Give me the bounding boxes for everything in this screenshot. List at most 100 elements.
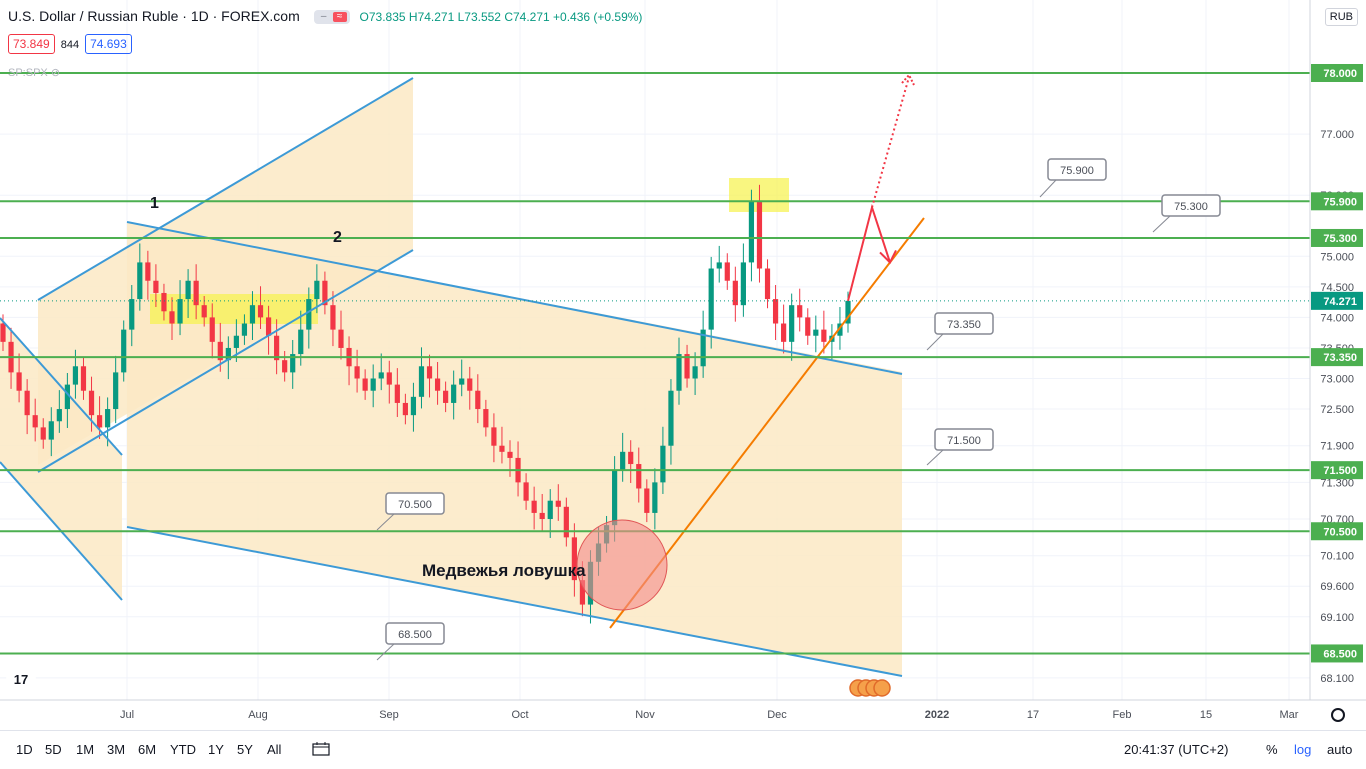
candle-body [628, 451, 634, 465]
tradingview-logo[interactable]: 17 [6, 666, 36, 694]
candle-body [684, 354, 690, 379]
candle-body [555, 500, 561, 507]
spread-value: 844 [60, 39, 80, 51]
candle-body [700, 329, 706, 367]
candle-body [764, 268, 771, 300]
sell-price-button[interactable]: 73.849 [8, 34, 55, 54]
level-price-tag-label: 75.900 [1323, 196, 1357, 208]
candle-body [732, 280, 738, 306]
candle-body [48, 421, 54, 440]
time-tick-label: 2022 [925, 709, 949, 721]
candle-body [418, 366, 425, 397]
wave-icon: ≈ [332, 12, 347, 23]
callout-label: 75.300 [1174, 201, 1208, 213]
candle-body [72, 366, 79, 385]
range-5y[interactable]: 5Y [237, 742, 253, 757]
callout-label: 73.350 [947, 319, 981, 331]
candle-body [507, 451, 513, 458]
buy-price-button[interactable]: 74.693 [85, 34, 132, 54]
range-6m[interactable]: 6M [138, 742, 157, 757]
candle-body [483, 409, 489, 428]
event-flag-icon [873, 679, 891, 697]
price-tick-label: 77.000 [1320, 129, 1354, 141]
candle-body [708, 268, 714, 330]
candle-body [523, 482, 529, 501]
minus-icon: – [320, 11, 327, 23]
candle-body [451, 384, 457, 403]
candle-body [145, 262, 151, 281]
time-tick-label: Aug [248, 709, 268, 721]
candle-body [845, 300, 851, 324]
level-price-tag-label: 73.350 [1323, 352, 1357, 364]
candle-body [137, 262, 143, 300]
indicator-toggle[interactable]: – ≈ [313, 10, 350, 25]
downtrend-upper-line [126, 221, 903, 375]
range-1m[interactable]: 1M [76, 742, 95, 757]
candle-body [338, 329, 344, 348]
candle-body [805, 317, 811, 336]
candle-body [330, 305, 336, 330]
callout-label: 68.500 [398, 629, 432, 641]
candle-body [362, 378, 368, 391]
candle-body [644, 488, 650, 513]
clock-time[interactable]: 20:41:37 (UTC+2) [1124, 742, 1229, 757]
candle-body [370, 378, 376, 391]
candle-body [394, 384, 400, 403]
candle-body [161, 292, 167, 312]
settings-gear-icon[interactable] [1331, 708, 1345, 722]
candle-body [217, 341, 223, 361]
candle-body [797, 305, 803, 318]
candle-body [692, 366, 698, 379]
range-5d[interactable]: 5D [45, 742, 62, 757]
eye-hidden-icon[interactable]: ⊘ [50, 67, 61, 79]
candle-body [314, 280, 320, 300]
callout-box [1161, 194, 1221, 217]
range-1y[interactable]: 1Y [208, 742, 224, 757]
price-tick-label: 70.100 [1320, 551, 1354, 563]
candle-body [676, 354, 682, 391]
currency-selector[interactable]: RUB [1324, 8, 1358, 26]
range-all[interactable]: All [267, 742, 282, 757]
candle-body [789, 305, 795, 342]
range-3m[interactable]: 3M [107, 742, 126, 757]
callout-leader [926, 449, 944, 466]
wave-1-label: 1 [150, 195, 159, 212]
candle-body [0, 323, 6, 342]
price-tick-label: 75.000 [1320, 251, 1354, 263]
time-tick-label: Oct [511, 709, 528, 721]
range-1d[interactable]: 1D [16, 742, 33, 757]
level-price-tag-label: 75.300 [1323, 233, 1357, 245]
candle-body [410, 396, 417, 416]
compare-symbol[interactable]: SP:SPX ⊘ [8, 66, 60, 79]
bear-trap-label: Медвежья ловушка [422, 561, 586, 580]
candle-body [772, 299, 779, 324]
channel-upper-line [37, 77, 414, 301]
date-range-icon[interactable] [312, 742, 332, 756]
candle-body [298, 329, 304, 355]
candle-body [32, 415, 38, 428]
auto-toggle[interactable]: auto [1327, 742, 1353, 757]
symbol-title[interactable]: U.S. Dollar / Russian Ruble · 1D · FOREX… [8, 8, 300, 24]
callout-leader [376, 643, 395, 661]
log-toggle[interactable]: log [1294, 742, 1312, 757]
callout-box [385, 622, 445, 645]
time-tick-label: Nov [635, 709, 655, 721]
callout-label: 71.500 [947, 435, 981, 447]
bottom-toolbar: 1D 5D 1M 3M 6M YTD 1Y 5Y All 20:41:37 (U… [0, 730, 1366, 769]
level-price-tag [1311, 228, 1363, 247]
callout-leader [1152, 215, 1171, 233]
candle-body [620, 451, 626, 471]
time-tick-label: 17 [1027, 709, 1039, 721]
consolidation-box [150, 294, 318, 324]
level-price-tag [1311, 192, 1363, 211]
candle-body [177, 299, 183, 324]
candle-body [756, 201, 763, 269]
time-tick-label: 15 [1200, 709, 1212, 721]
last-price-tag-label: 74.271 [1323, 296, 1357, 308]
candle-body [201, 305, 207, 318]
candle-body [282, 360, 288, 373]
percent-toggle[interactable]: % [1266, 742, 1278, 757]
range-ytd[interactable]: YTD [170, 742, 196, 757]
candle-body [426, 366, 433, 379]
